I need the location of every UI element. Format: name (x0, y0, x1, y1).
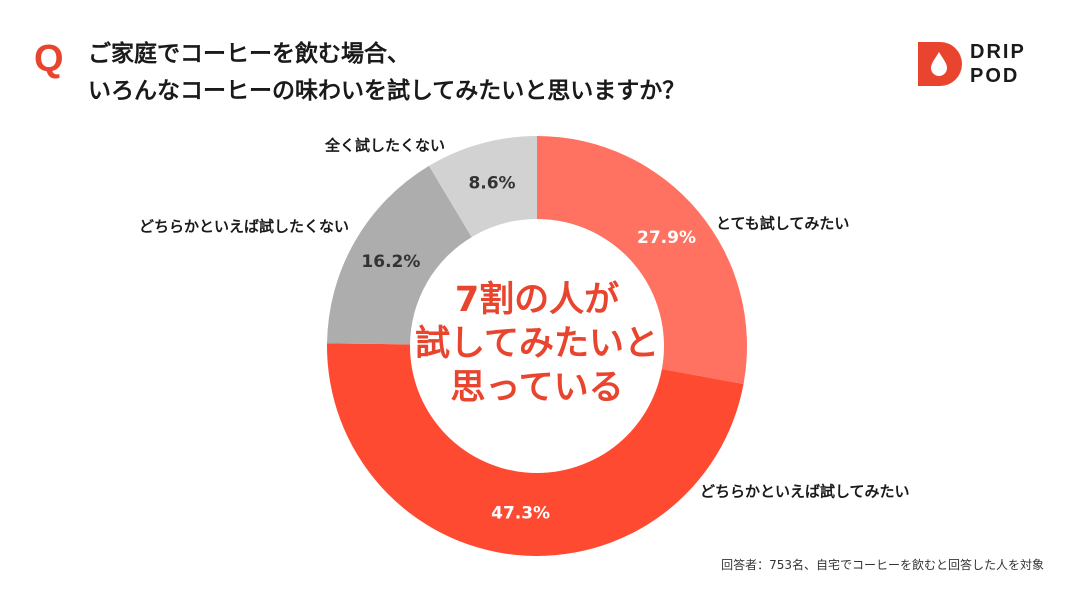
center-message-line-2: 試してみたいと (415, 324, 659, 364)
donut-slice-2 (327, 343, 744, 557)
question-mark: Q (34, 38, 64, 80)
title-line-2: いろんなコーヒーの味わいを試してみたいと思いますか？ (88, 78, 686, 104)
slice-percent-label-2: 47.3% (491, 504, 550, 524)
logo-text-line-1: DRIP (970, 41, 1026, 63)
slice-percent-label-3: 16.2% (361, 252, 420, 272)
center-message-line-3: 思っている (450, 368, 623, 408)
slice-category-label-3: どちらかといえば試したくない (139, 218, 349, 236)
donut-slice-3 (327, 165, 472, 345)
center-message-line-1: 7割の人が (455, 280, 619, 320)
donut-slice-1 (537, 136, 748, 385)
slice-percent-label-4: 8.6% (468, 174, 515, 194)
drop-icon (918, 42, 962, 86)
donut-slice-4 (428, 136, 537, 238)
footnote: 回答者：753名、自宅でコーヒーを飲むと回答した人を対象 (721, 558, 1044, 572)
drip-pod-logo: DRIP POD (918, 40, 1038, 90)
title-line-1: ご家庭でコーヒーを飲む場合、 (88, 41, 410, 67)
slice-category-label-4: 全く試したくない (324, 137, 445, 155)
slice-category-label-2: どちらかといえば試してみたい (700, 483, 910, 501)
page-title: ご家庭でコーヒーを飲む場合、 いろんなコーヒーの味わいを試してみたいと思いますか… (88, 36, 685, 110)
slice-category-label-1: とても試してみたい (716, 215, 849, 233)
logo-text-line-2: POD (970, 65, 1020, 87)
slice-percent-label-1: 27.9% (637, 228, 696, 248)
